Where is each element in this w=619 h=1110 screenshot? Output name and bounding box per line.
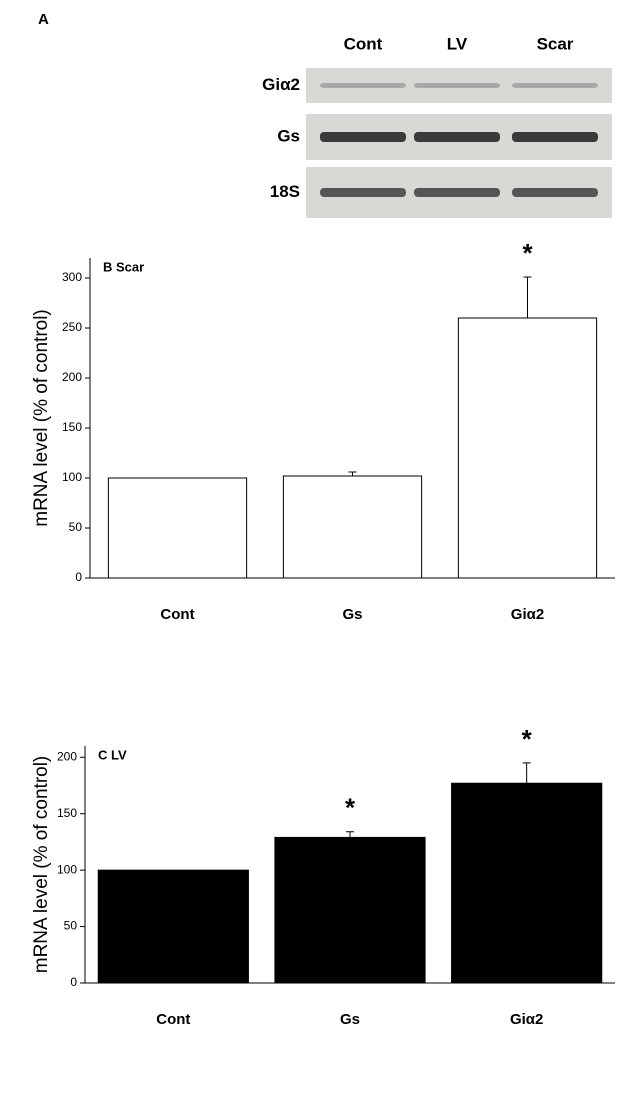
y-tick-label: 100 xyxy=(57,862,77,876)
y-tick-label: 250 xyxy=(62,320,82,334)
error-bar xyxy=(349,472,357,476)
page: A Cont LV Scar Giα2 Gs 18S B Scar mRNA level (%… xyxy=(0,0,619,1110)
gel-band xyxy=(414,83,500,88)
gel-band xyxy=(320,83,406,88)
bar xyxy=(275,837,425,983)
y-tick-label: 300 xyxy=(62,270,82,284)
gel-band xyxy=(512,188,598,197)
significance-mark: * xyxy=(345,793,356,823)
y-tick-label: 50 xyxy=(64,919,78,933)
error-bar xyxy=(523,763,531,783)
chart-title: B Scar xyxy=(103,259,144,274)
bar xyxy=(458,318,596,578)
gel-band xyxy=(512,83,598,88)
chart-title: C LV xyxy=(98,747,127,762)
x-tick-label: Gs xyxy=(340,1011,360,1028)
significance-mark: * xyxy=(522,238,533,268)
y-tick-label: 100 xyxy=(62,470,82,484)
y-tick-label: 200 xyxy=(62,370,82,384)
y-tick-label: 0 xyxy=(70,975,77,989)
x-tick-label: Cont xyxy=(160,606,194,623)
gel-column-label: Scar xyxy=(537,34,574,53)
gel-band xyxy=(320,132,406,142)
x-tick-label: Cont xyxy=(156,1011,190,1028)
y-tick-label: 150 xyxy=(57,806,77,820)
gel-band xyxy=(512,132,598,142)
y-tick-label: 150 xyxy=(62,420,82,434)
y-axis-label: mRNA level (% of control) xyxy=(31,756,52,974)
x-tick-label: Giα2 xyxy=(511,606,544,623)
gel-row-label: Giα2 xyxy=(262,75,300,94)
bar xyxy=(108,478,246,578)
gel-row-label: Gs xyxy=(277,126,300,145)
y-axis-label: mRNA level (% of control) xyxy=(31,309,52,527)
x-tick-label: Giα2 xyxy=(510,1011,543,1028)
error-bar xyxy=(524,277,532,318)
error-bar xyxy=(346,832,354,838)
bar xyxy=(452,783,602,983)
bar xyxy=(98,870,248,983)
gel-band xyxy=(320,188,406,197)
x-tick-label: Gs xyxy=(342,606,362,623)
y-tick-label: 200 xyxy=(57,749,77,763)
gel-column-label: LV xyxy=(447,34,468,53)
bar xyxy=(283,476,421,578)
significance-mark: * xyxy=(522,724,533,754)
gel-row-label: 18S xyxy=(270,182,300,201)
figure: A Cont LV Scar Giα2 Gs 18S B Scar mRNA level (%… xyxy=(0,0,619,1110)
gel-band xyxy=(414,132,500,142)
panel-label: A xyxy=(38,11,49,28)
gel-band xyxy=(414,188,500,197)
y-tick-label: 50 xyxy=(69,520,83,534)
y-tick-label: 0 xyxy=(75,570,82,584)
gel-column-label: Cont xyxy=(344,34,383,53)
